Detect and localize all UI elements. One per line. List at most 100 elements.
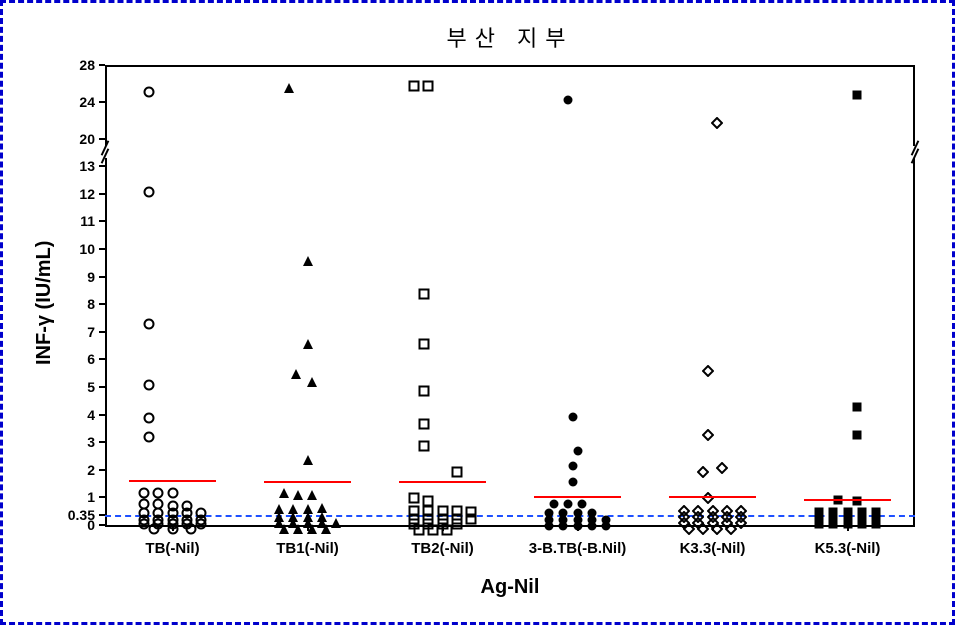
data-point bbox=[290, 367, 302, 385]
y-tick bbox=[99, 101, 105, 103]
reference-line bbox=[105, 515, 915, 517]
y-tick-label: 0.35 bbox=[68, 508, 95, 522]
y-tick bbox=[99, 358, 105, 360]
axis-top bbox=[105, 65, 915, 67]
data-point bbox=[148, 522, 160, 540]
y-tick bbox=[99, 248, 105, 250]
data-point bbox=[813, 517, 825, 535]
y-tick bbox=[99, 220, 105, 222]
x-axis bbox=[105, 525, 915, 527]
data-point bbox=[418, 417, 430, 435]
data-point bbox=[283, 81, 295, 99]
y-tick-label: 9 bbox=[87, 270, 95, 284]
y-tick-label: 28 bbox=[79, 58, 95, 72]
category-label: TB2(-Nil) bbox=[378, 541, 508, 556]
data-point bbox=[418, 287, 430, 305]
y-tick-label: 24 bbox=[79, 95, 95, 109]
y-tick-label: 1 bbox=[87, 490, 95, 504]
data-point bbox=[143, 85, 155, 103]
data-point bbox=[143, 317, 155, 335]
y-tick bbox=[99, 496, 105, 498]
y-tick bbox=[99, 441, 105, 443]
data-point bbox=[302, 254, 314, 272]
data-point bbox=[586, 519, 598, 537]
y-tick bbox=[99, 331, 105, 333]
mean-line bbox=[534, 496, 620, 498]
data-point bbox=[851, 400, 863, 418]
y-axis bbox=[105, 65, 107, 525]
data-point bbox=[306, 522, 318, 540]
mean-line bbox=[669, 496, 755, 498]
data-point bbox=[851, 88, 863, 106]
data-point bbox=[697, 522, 709, 540]
y-tick-label: 4 bbox=[87, 408, 95, 422]
category-label: 3-B.TB(-B.Nil) bbox=[513, 541, 643, 556]
y-tick-label: 3 bbox=[87, 435, 95, 449]
mean-line bbox=[804, 499, 890, 501]
data-point bbox=[185, 522, 197, 540]
data-point bbox=[572, 519, 584, 537]
y-tick-label: 6 bbox=[87, 352, 95, 366]
data-point bbox=[418, 384, 430, 402]
data-point bbox=[827, 517, 839, 535]
y-tick bbox=[99, 414, 105, 416]
data-point bbox=[697, 465, 709, 483]
data-point bbox=[167, 522, 179, 540]
y-tick bbox=[99, 386, 105, 388]
y-tick-label: 7 bbox=[87, 325, 95, 339]
data-point bbox=[320, 522, 332, 540]
data-point bbox=[567, 475, 579, 493]
data-point bbox=[683, 522, 695, 540]
x-axis-title: Ag-Nil bbox=[105, 577, 915, 597]
data-point bbox=[711, 116, 723, 134]
data-point bbox=[302, 453, 314, 471]
data-point bbox=[427, 523, 439, 541]
y-tick-label: 2 bbox=[87, 463, 95, 477]
mean-line bbox=[264, 481, 350, 483]
y-tick bbox=[99, 138, 105, 140]
y-axis-title: INF-γ (IU/mL) bbox=[34, 241, 54, 365]
data-point bbox=[725, 522, 737, 540]
y-tick bbox=[99, 193, 105, 195]
data-point bbox=[851, 428, 863, 446]
category-label: TB1(-Nil) bbox=[243, 541, 373, 556]
y-tick-label: 5 bbox=[87, 380, 95, 394]
mean-line bbox=[399, 481, 485, 483]
y-tick-label: 11 bbox=[80, 214, 95, 228]
data-point bbox=[702, 428, 714, 446]
data-point bbox=[143, 378, 155, 396]
data-point bbox=[557, 519, 569, 537]
data-point bbox=[856, 517, 868, 535]
data-point bbox=[716, 461, 728, 479]
data-point bbox=[543, 519, 555, 537]
data-point bbox=[711, 522, 723, 540]
y-tick-label: 8 bbox=[87, 297, 95, 311]
axis-break bbox=[909, 146, 921, 158]
y-tick-label: 12 bbox=[79, 187, 95, 201]
y-tick bbox=[99, 64, 105, 66]
data-point bbox=[143, 430, 155, 448]
data-point bbox=[441, 523, 453, 541]
y-tick bbox=[99, 276, 105, 278]
data-point bbox=[842, 517, 854, 535]
data-point bbox=[278, 522, 290, 540]
category-label: K3.3(-Nil) bbox=[648, 541, 778, 556]
data-point bbox=[143, 185, 155, 203]
data-point bbox=[465, 512, 477, 530]
category-label: TB(-Nil) bbox=[108, 541, 238, 556]
y-tick-label: 13 bbox=[79, 159, 95, 173]
data-point bbox=[422, 79, 434, 97]
axis-break bbox=[99, 146, 111, 158]
plot-area bbox=[105, 65, 915, 525]
category-label: K5.3(-Nil) bbox=[783, 541, 913, 556]
y-tick bbox=[99, 469, 105, 471]
data-point bbox=[408, 79, 420, 97]
data-point bbox=[292, 522, 304, 540]
axis-right bbox=[913, 65, 915, 525]
data-point bbox=[870, 517, 882, 535]
y-tick bbox=[99, 165, 105, 167]
data-point bbox=[418, 439, 430, 457]
data-point bbox=[278, 486, 290, 504]
data-point bbox=[418, 337, 430, 355]
y-tick bbox=[99, 524, 105, 526]
